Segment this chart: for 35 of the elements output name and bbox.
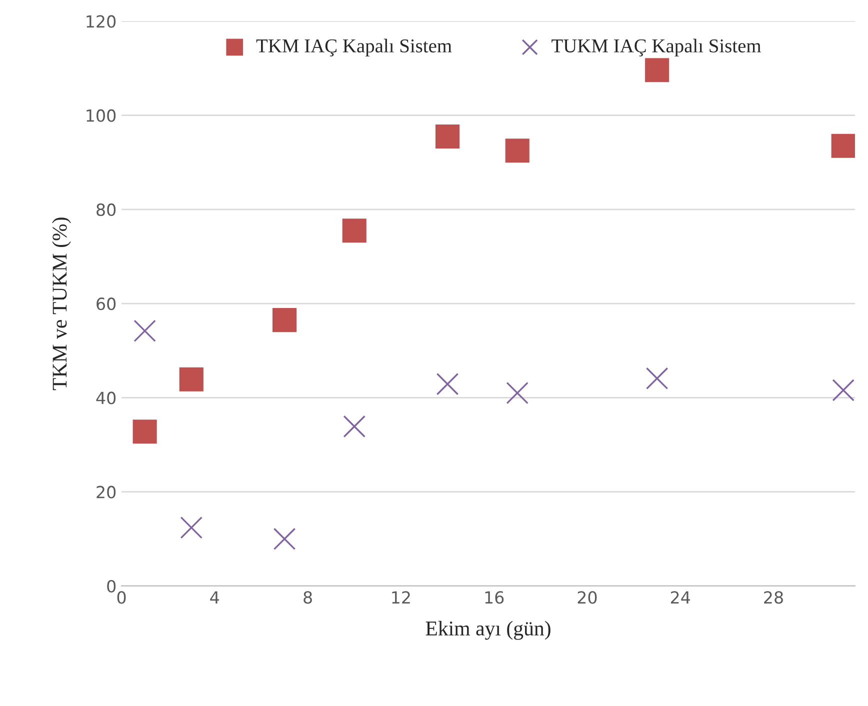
y-tick-label: 0 [107, 580, 116, 593]
point [831, 134, 855, 158]
y-tick-label: 80 [96, 203, 116, 216]
point [435, 124, 460, 149]
point [273, 528, 296, 550]
x-tick-label: 12 [392, 591, 410, 604]
point [436, 372, 459, 396]
x-tick-label: 16 [485, 591, 504, 604]
x-tick-label: 4 [210, 591, 220, 604]
legend-label: TKM IAÇ Kapalı Sistem [256, 38, 452, 56]
y-tick-label: 60 [96, 298, 116, 310]
y-axis-title: TKM ve TUKM (%) [52, 218, 71, 390]
y-tick-label: 120 [86, 15, 116, 28]
point [506, 382, 528, 404]
x-tick-label: 28 [764, 591, 783, 604]
x-tick-label: 8 [304, 591, 312, 604]
x-tick-label: 24 [670, 591, 690, 604]
point [342, 218, 366, 243]
point [505, 138, 530, 163]
y-tick-label: 20 [96, 486, 116, 498]
point [272, 308, 297, 332]
point [180, 516, 203, 539]
point [179, 367, 204, 392]
point [132, 420, 157, 444]
x-tick-label: 20 [578, 591, 597, 604]
legend-label: TUKM IAÇ Kapalı Sistem [552, 38, 762, 56]
y-tick-label: 100 [86, 109, 116, 122]
point [134, 320, 156, 342]
x-tick-label: 0 [117, 591, 126, 604]
point [832, 379, 854, 402]
x-axis-title: Ekim ayı (gün) [426, 620, 550, 640]
y-tick-label: 40 [96, 392, 116, 404]
point [645, 58, 670, 82]
point [343, 415, 366, 438]
point [646, 367, 668, 390]
